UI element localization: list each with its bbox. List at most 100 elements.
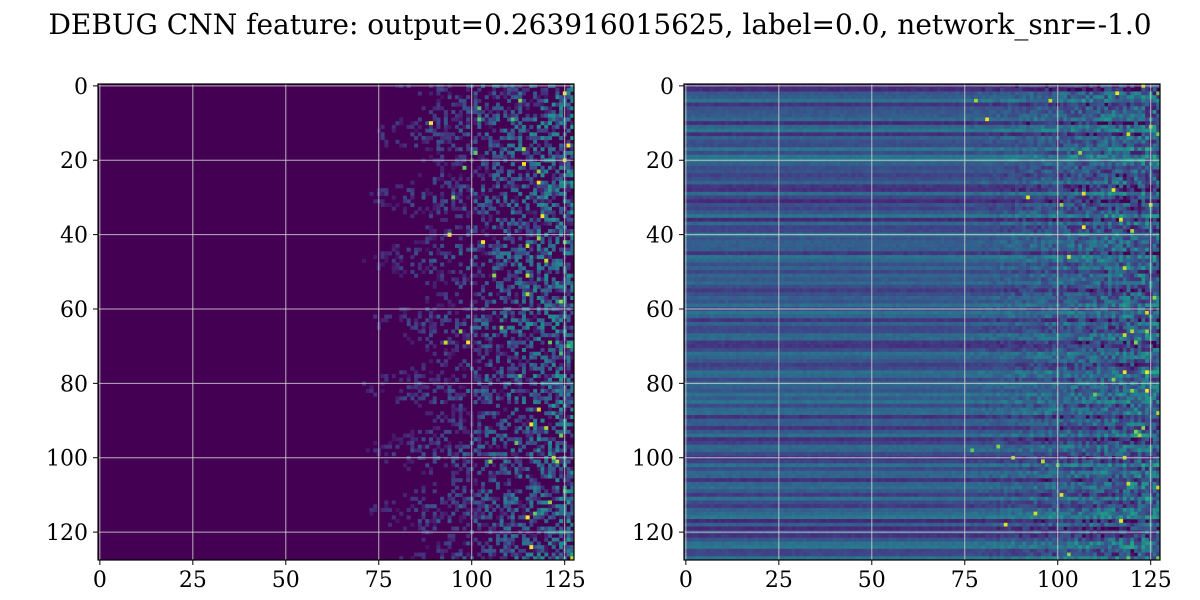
heatmap-left-cell	[410, 434, 414, 438]
heatmap-right-cell	[1030, 110, 1034, 114]
heatmap-left-cell	[444, 415, 448, 419]
heatmap-left-cell	[555, 289, 559, 293]
heatmap-left-cell	[541, 106, 545, 110]
heatmap-right-cell	[1078, 125, 1082, 129]
heatmap-right-cell	[1153, 121, 1157, 125]
heatmap-left-cell	[462, 367, 466, 371]
heatmap-left-image	[98, 84, 574, 560]
heatmap-left-cell	[511, 549, 515, 553]
heatmap-right-cell	[1026, 114, 1030, 118]
heatmap-left-cell	[567, 478, 571, 482]
heatmap-right-cell	[736, 132, 740, 136]
heatmap-left-cell	[403, 210, 407, 214]
heatmap-left-cell	[474, 315, 478, 319]
heatmap-left-cell	[422, 106, 426, 110]
heatmap-left-cell	[503, 147, 507, 151]
heatmap-left-cell	[548, 504, 552, 508]
heatmap-left-cell	[500, 508, 504, 512]
heatmap-left-cell	[481, 192, 485, 196]
heatmap-right-cell	[1048, 95, 1052, 99]
heatmap-left-cell	[422, 538, 426, 542]
heatmap-left-cell	[384, 140, 388, 144]
heatmap-right-cell	[825, 121, 829, 125]
heatmap-right-cell	[710, 132, 714, 136]
heatmap-right-cell	[766, 95, 770, 99]
heatmap-right-cell	[781, 106, 785, 110]
heatmap-right-cell	[740, 117, 744, 121]
heatmap-left-cell	[544, 527, 548, 531]
heatmap-left-cell	[544, 363, 548, 367]
heatmap-left-cell	[548, 341, 552, 345]
heatmap-left-cell	[559, 448, 563, 452]
heatmap-right-cell	[955, 117, 959, 121]
heatmap-left-cell	[459, 515, 463, 519]
heatmap-left-cell	[496, 285, 500, 289]
heatmap-right-cell	[695, 99, 699, 103]
heatmap-left-cell	[474, 192, 478, 196]
heatmap-left-cell	[548, 315, 552, 319]
heatmap-right-cell	[844, 117, 848, 121]
heatmap-left-cell	[518, 359, 522, 363]
heatmap-right-cell	[762, 114, 766, 118]
heatmap-right-cell	[911, 147, 915, 151]
heatmap-right-cell	[1112, 106, 1116, 110]
heatmap-right-cell	[885, 132, 889, 136]
heatmap-left-cell	[529, 333, 533, 337]
heatmap-right-cell	[959, 95, 963, 99]
heatmap-left-cell	[541, 545, 545, 549]
heatmap-left-cell	[436, 515, 440, 519]
heatmap-left-cell	[436, 437, 440, 441]
heatmap-left-cell	[451, 192, 455, 196]
heatmap-left-cell	[466, 501, 470, 505]
heatmap-right-cell	[1015, 106, 1019, 110]
heatmap-left-cell	[448, 355, 452, 359]
heatmap-right-cell	[796, 103, 800, 107]
heatmap-right-cell	[982, 103, 986, 107]
heatmap-right-cell	[903, 88, 907, 92]
heatmap-left-cell	[485, 326, 489, 330]
heatmap-left-cell	[555, 285, 559, 289]
heatmap-right-cell	[1141, 103, 1145, 107]
heatmap-left-cell	[466, 497, 470, 501]
heatmap-left-cell	[533, 136, 537, 140]
heatmap-left-cell	[555, 263, 559, 267]
heatmap-left-cell	[474, 263, 478, 267]
heatmap-right-cell	[770, 95, 774, 99]
heatmap-left-cell	[552, 285, 556, 289]
heatmap-right-cell	[1067, 106, 1071, 110]
heatmap-right-cell	[1108, 132, 1112, 136]
heatmap-right-cell	[1138, 103, 1142, 107]
heatmap-left-cell	[515, 114, 519, 118]
heatmap-left-cell	[518, 173, 522, 177]
heatmap-left-cell	[503, 136, 507, 140]
heatmap-right-cell	[1130, 106, 1134, 110]
heatmap-left-cell	[533, 289, 537, 293]
heatmap-right-cell	[758, 144, 762, 148]
heatmap-right-cell	[889, 95, 893, 99]
heatmap-left-cell	[459, 553, 463, 557]
heatmap-left-y-tick-label: 0	[74, 75, 88, 100]
heatmap-left-cell	[552, 125, 556, 129]
heatmap-left-cell	[418, 385, 422, 389]
heatmap-left-cell	[507, 255, 511, 259]
heatmap-left-cell	[537, 445, 541, 449]
heatmap-left-cell	[474, 482, 478, 486]
heatmap-left-cell	[436, 147, 440, 151]
heatmap-left-cell	[555, 374, 559, 378]
heatmap-right-cell	[926, 117, 930, 121]
heatmap-left-cell	[518, 192, 522, 196]
heatmap-right-cell	[803, 129, 807, 133]
heatmap-right-cell	[1153, 95, 1157, 99]
heatmap-right-cell	[889, 125, 893, 129]
heatmap-left-cell	[448, 147, 452, 151]
heatmap-right-cell	[1134, 125, 1138, 129]
heatmap-right-cell	[889, 140, 893, 144]
heatmap-right-cell	[1074, 106, 1078, 110]
heatmap-left-cell	[541, 251, 545, 255]
heatmap-right-cell	[944, 129, 948, 133]
heatmap-left-cell	[507, 527, 511, 531]
heatmap-right-cell	[1000, 95, 1004, 99]
heatmap-left-cell	[533, 255, 537, 259]
heatmap-left-cell	[555, 151, 559, 155]
heatmap-left-cell	[503, 110, 507, 114]
